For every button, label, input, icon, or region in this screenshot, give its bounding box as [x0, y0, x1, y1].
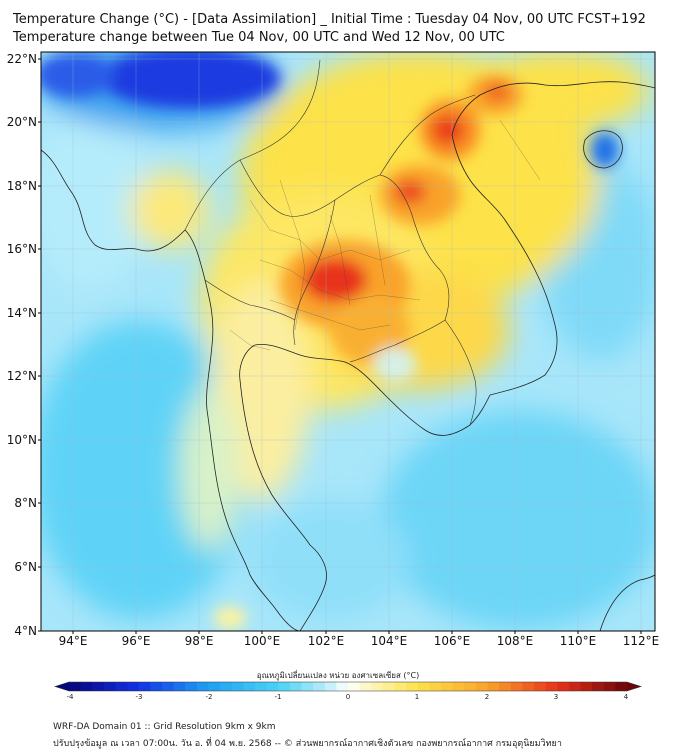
lon-label: 106°E: [434, 634, 471, 648]
colorbar-segment: [138, 682, 151, 691]
temperature-field: [41, 52, 655, 631]
colorbar-segment: [348, 682, 361, 691]
lat-label: 8°N: [14, 496, 37, 510]
colorbar-segment: [394, 682, 407, 691]
colorbar-segment: [266, 682, 279, 691]
colorbar-segment: [289, 682, 302, 691]
colorbar-segment: [452, 682, 465, 691]
colorbar-segment: [615, 682, 628, 691]
colorbar-max-extend: [627, 682, 641, 691]
colorbar-segment: [510, 682, 523, 691]
lon-ticks: [72, 631, 642, 634]
colorbar-tick-label: 4: [624, 693, 629, 701]
lat-label: 12°N: [7, 369, 37, 383]
colorbar: [54, 681, 642, 692]
colorbar-segment: [278, 682, 291, 691]
footer-credit: ปรับปรุงข้อมูล ณ เวลา 07:00น. วัน อ. ที่…: [53, 739, 562, 749]
chart-title-line1: Temperature Change (°C) - [Data Assimila…: [13, 12, 646, 27]
lon-label: 102°E: [308, 634, 345, 648]
colorbar-outline: [54, 681, 642, 692]
colorbar-tick-label: 1: [415, 693, 419, 701]
colorbar-segment: [69, 682, 82, 691]
colorbar-tick-label: 0: [346, 693, 350, 701]
colorbar-segment: [545, 682, 558, 691]
colorbar-label: อุณหภูมิเปลี่ยนแปลง หน่วย องศาเซลเซียส (…: [256, 671, 420, 680]
colorbar-segment: [196, 682, 209, 691]
colorbar-segment: [208, 682, 221, 691]
lat-label: 20°N: [7, 115, 37, 129]
latitude-labels: 22°N 20°N 18°N 16°N 14°N 12°N 10°N 8°N 6…: [7, 52, 37, 638]
map-border: [40, 51, 656, 632]
colorbar-segment: [568, 682, 581, 691]
province-borders: [229, 119, 541, 351]
lat-label: 22°N: [7, 52, 37, 66]
lat-label: 6°N: [14, 560, 37, 574]
colorbar-segment: [359, 682, 372, 691]
colorbar-min-extend: [55, 682, 69, 691]
lon-label: 98°E: [185, 634, 214, 648]
colorbar-tick-label: -1: [275, 693, 282, 701]
colorbar-segment: [115, 682, 128, 691]
colorbar-segment: [313, 682, 326, 691]
lon-label: 108°E: [497, 634, 534, 648]
lon-label: 96°E: [122, 634, 151, 648]
colorbar-tick-label: -3: [136, 693, 143, 701]
colorbar-segment: [487, 682, 500, 691]
colorbar-segment: [499, 682, 512, 691]
colorbar-segment: [231, 682, 244, 691]
lat-label: 10°N: [7, 433, 37, 447]
colorbar-segment: [592, 682, 605, 691]
lon-label: 94°E: [59, 634, 88, 648]
lat-label: 4°N: [14, 624, 37, 638]
colorbar-segment: [150, 682, 163, 691]
colorbar-segment: [429, 682, 442, 691]
colorbar-segment: [475, 682, 488, 691]
colorbar-tick-label: -2: [206, 693, 213, 701]
colorbar-segment: [301, 682, 314, 691]
colorbar-segment: [324, 682, 337, 691]
colorbar-segment: [417, 682, 430, 691]
map-gridlines: [41, 52, 655, 631]
lon-label: 104°E: [371, 634, 408, 648]
colorbar-segment: [371, 682, 384, 691]
lon-label: 112°E: [623, 634, 660, 648]
colorbar-segment: [243, 682, 256, 691]
colorbar-segment: [406, 682, 419, 691]
lon-label: 100°E: [244, 634, 281, 648]
colorbar-tick-label: 3: [554, 693, 558, 701]
colorbar-segment: [92, 682, 105, 691]
chart-title-line2: Temperature change between Tue 04 Nov, 0…: [13, 30, 505, 45]
colorbar-segment: [103, 682, 116, 691]
colorbar-segment: [580, 682, 593, 691]
colorbar-segment: [336, 682, 349, 691]
colorbar-ticks: -4 -3 -2 -1 0 1 2 3 4: [67, 693, 629, 701]
colorbar-segment: [173, 682, 186, 691]
colorbar-segment: [603, 682, 616, 691]
colorbar-segment: [534, 682, 547, 691]
colorbar-segment: [522, 682, 535, 691]
colorbar-segment: [185, 682, 198, 691]
colorbar-segment: [220, 682, 233, 691]
coastlines: [41, 81, 655, 631]
lat-label: 16°N: [7, 242, 37, 256]
colorbar-segment: [255, 682, 268, 691]
colorbar-segment: [441, 682, 454, 691]
colorbar-segment: [464, 682, 477, 691]
footer-model-info: WRF-DA Domain 01 :: Grid Resolution 9km …: [53, 722, 276, 732]
colorbar-segment: [80, 682, 93, 691]
colorbar-tick-label: -4: [67, 693, 75, 701]
lat-ticks: [38, 58, 41, 632]
longitude-labels: 94°E 96°E 98°E 100°E 102°E 104°E 106°E 1…: [59, 634, 660, 648]
colorbar-segment: [382, 682, 395, 691]
country-borders: [184, 59, 477, 426]
colorbar-segment: [557, 682, 570, 691]
colorbar-segment: [127, 682, 140, 691]
lat-label: 14°N: [7, 306, 37, 320]
lon-label: 110°E: [560, 634, 597, 648]
lat-label: 18°N: [7, 179, 37, 193]
colorbar-tick-label: 2: [485, 693, 489, 701]
colorbar-segment: [162, 682, 175, 691]
